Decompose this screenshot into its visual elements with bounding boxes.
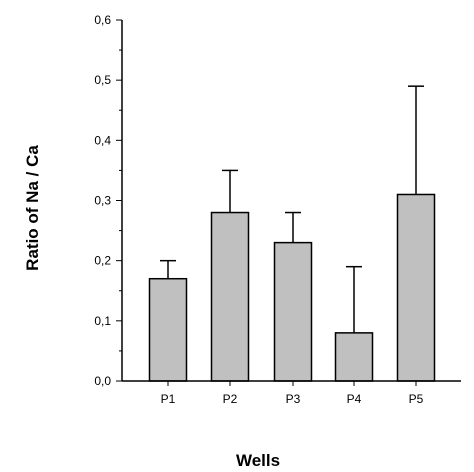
axes-layer: P1 P2 P3 P4 P5 0,0 0,1 0,2 0,3 0,4 0,5 0,6 (94, 13, 461, 406)
y-tick-label-2: 0,2 (94, 254, 111, 268)
x-tick-label-P5: P5 (409, 392, 424, 406)
x-tick-label-P4: P4 (347, 392, 362, 406)
x-axis-title: Wells (236, 451, 280, 470)
y-tick-label-6: 0,6 (94, 13, 111, 27)
y-tick-label-4: 0,4 (94, 133, 111, 147)
bar-P5 (396, 193, 436, 382)
bar-P4 (334, 332, 374, 382)
y-tick-label-0: 0,0 (94, 374, 111, 388)
y-tick-label-1: 0,1 (94, 314, 111, 328)
x-tick-label-P1: P1 (161, 392, 176, 406)
bars-layer (148, 85, 436, 382)
bar-P2 (210, 211, 250, 382)
y-axis-title: Ratio of Na / Ca (23, 145, 42, 271)
y-tick-label-3: 0,3 (94, 194, 111, 208)
bar-P1 (148, 277, 188, 382)
x-tick-label-P3: P3 (286, 392, 301, 406)
x-tick-label-P2: P2 (223, 392, 238, 406)
bar-P3 (273, 241, 313, 382)
y-tick-label-5: 0,5 (94, 73, 111, 87)
